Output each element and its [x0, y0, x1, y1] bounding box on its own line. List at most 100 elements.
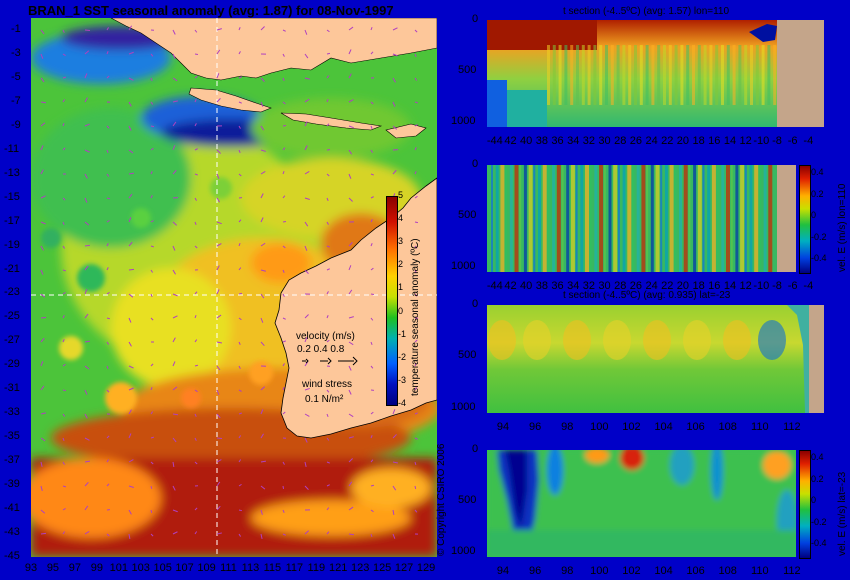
velocity-arrow — [260, 460, 267, 463]
velocity-arrow — [84, 73, 88, 79]
velocity-arrow — [414, 53, 417, 57]
velocity-arrow — [392, 509, 395, 516]
velocity-arrow — [304, 437, 308, 443]
map-y-tick: -17 — [4, 214, 20, 227]
wind-legend-scale: 0.1 N/m² — [305, 394, 344, 405]
velocity-arrow — [84, 265, 89, 271]
velocity-arrow — [40, 221, 46, 225]
velocity-arrow — [84, 197, 88, 203]
velocity-arrow — [326, 315, 329, 319]
section-x-tick: 14 — [723, 135, 737, 147]
section-y-tick: 500 — [458, 493, 477, 506]
map-y-tick: -3 — [11, 46, 21, 59]
velocity-arrow — [282, 245, 286, 249]
velocity-arrow — [128, 387, 134, 391]
section-x-tick: 20 — [676, 135, 690, 147]
velocity-arrow — [40, 532, 47, 535]
section-x-tick: 24 — [645, 280, 658, 292]
velocity-arrow — [40, 145, 44, 151]
velocity-arrow — [348, 49, 352, 55]
velocity-arrow — [150, 509, 153, 514]
velocity-arrow — [216, 49, 221, 55]
velocity-arrow — [304, 170, 310, 175]
velocity-arrow — [128, 433, 132, 439]
velocity-arrow — [304, 98, 310, 103]
velocity-arrow — [62, 99, 66, 103]
velocity-arrow — [194, 29, 198, 33]
velocity-arrow — [260, 269, 266, 272]
map-colorbar-tick: 2 — [398, 259, 404, 270]
velocity-arrow — [84, 505, 89, 511]
map-colorbar-label: temperature seasonal anomaly (ºC) — [410, 238, 421, 396]
velocity-arrow — [414, 29, 418, 33]
velocity-arrow — [128, 51, 134, 55]
velocity-arrow — [238, 267, 242, 271]
velocity-arrow — [282, 340, 286, 343]
velocity-arrow — [238, 435, 242, 439]
velocity-arrow — [238, 125, 241, 129]
section2-plot — [487, 165, 796, 272]
velocity-arrow — [216, 98, 221, 103]
velocity-arrow — [194, 531, 198, 535]
velocity-arrow — [326, 173, 330, 177]
velocity-arrow — [106, 365, 109, 369]
velocity-arrow — [414, 101, 419, 104]
map-x-tick: 97 — [68, 562, 82, 574]
velocity-arrow — [128, 149, 134, 154]
velocity-arrow — [62, 245, 66, 249]
velocity-arrow — [304, 461, 307, 467]
velocity-arrow — [150, 147, 154, 151]
velocity-arrow — [172, 145, 176, 151]
velocity-arrow — [216, 505, 221, 511]
velocity-arrow — [370, 101, 374, 105]
velocity-arrow — [172, 361, 176, 367]
velocity-arrow — [260, 149, 266, 152]
map-x-tick: 103 — [131, 562, 150, 574]
velocity-arrow — [392, 101, 396, 107]
velocity-arrow — [282, 293, 285, 297]
velocity-arrow — [326, 531, 330, 535]
velocity-arrow — [106, 125, 110, 129]
velocity-arrow — [304, 77, 310, 80]
section-x-tick: 98 — [561, 565, 574, 577]
velocity-arrow — [194, 99, 197, 103]
velocity-arrow — [414, 387, 417, 391]
velocity-arrow — [370, 51, 374, 55]
velocity-arrow — [62, 363, 66, 367]
velocity-arrow — [326, 245, 330, 248]
velocity-arrow — [40, 29, 45, 35]
velocity-arrow — [128, 125, 132, 131]
section-x-tick: 104 — [654, 421, 673, 433]
velocity-arrow — [194, 197, 197, 201]
velocity-arrow — [282, 171, 285, 175]
velocity-arrow — [414, 221, 419, 224]
map-colorbar — [386, 196, 398, 406]
velocity-arrow — [40, 437, 46, 442]
velocity-arrow — [128, 485, 134, 488]
velocity-arrow — [194, 75, 198, 79]
velocity-arrow — [370, 317, 374, 321]
map-x-tick: 109 — [197, 562, 216, 574]
velocity-arrow — [62, 508, 66, 511]
velocity-arrow — [260, 193, 264, 199]
map-x-tick: 121 — [329, 562, 348, 574]
velocity-arrow — [260, 433, 265, 439]
map-y-tick: -9 — [11, 118, 21, 131]
velocity-arrow — [370, 533, 373, 538]
velocity-arrow — [194, 339, 198, 343]
velocity-arrow — [414, 195, 418, 199]
velocity-arrow — [326, 123, 330, 127]
section-x-tick: 36 — [551, 135, 564, 147]
velocity-arrow — [392, 77, 396, 83]
section-x-tick: 40 — [520, 280, 533, 292]
velocity-arrow — [348, 533, 355, 536]
velocity-arrow — [414, 171, 417, 175]
velocity-arrow — [194, 221, 197, 225]
section4-colorbar-label: vel. E (m/s) lat=-23 — [837, 471, 848, 556]
velocity-arrow — [62, 197, 66, 201]
velocity-arrow — [370, 484, 375, 487]
velocity-arrow — [392, 461, 398, 464]
velocity-arrow — [128, 459, 134, 463]
velocity-arrow — [106, 267, 109, 271]
velocity-arrow — [40, 485, 43, 491]
